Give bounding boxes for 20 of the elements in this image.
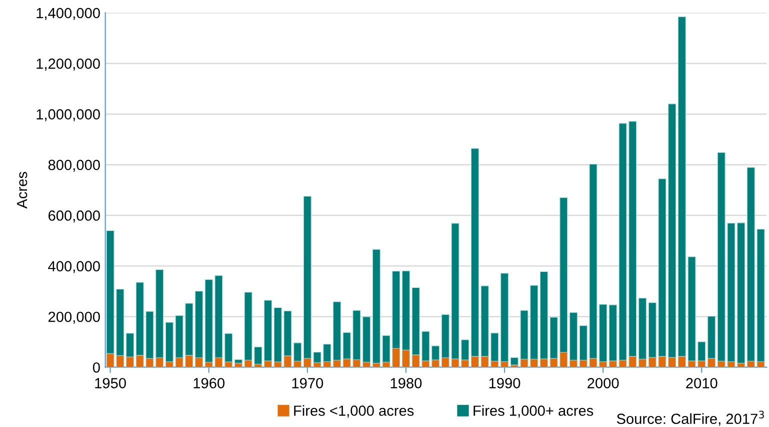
y-tick-label: 0 bbox=[92, 362, 100, 373]
y-tick-label: 200,000 bbox=[48, 312, 100, 324]
y-tick-label: 800,000 bbox=[48, 160, 100, 172]
x-tick-label: 1980 bbox=[390, 378, 422, 388]
x-tick-label: 2000 bbox=[588, 378, 619, 388]
y-tick-label: 1,400,000 bbox=[36, 8, 100, 20]
legend-label: Fires 1,000+ acres bbox=[474, 405, 594, 418]
x-tick-label: 1990 bbox=[489, 378, 520, 388]
x-tick-label: 2010 bbox=[686, 378, 718, 388]
y-tick-label: 1,000,000 bbox=[36, 109, 100, 122]
x-tick-label: 1970 bbox=[292, 378, 324, 388]
legend-label: Fires <1,000 acres bbox=[294, 405, 414, 418]
x-tick-label: 1960 bbox=[194, 378, 224, 388]
bar bbox=[737, 222, 746, 364]
source-note: Source: CalFire, 2017$^{3}$ bbox=[616, 410, 764, 426]
y-tick-label: 1,200,000 bbox=[36, 58, 100, 71]
x-tick-label: 1950 bbox=[95, 378, 126, 388]
y-tick-label: 600,000 bbox=[48, 210, 100, 222]
y-axis-title: Acres bbox=[17, 172, 28, 209]
y-tick-label: 400,000 bbox=[48, 261, 100, 274]
